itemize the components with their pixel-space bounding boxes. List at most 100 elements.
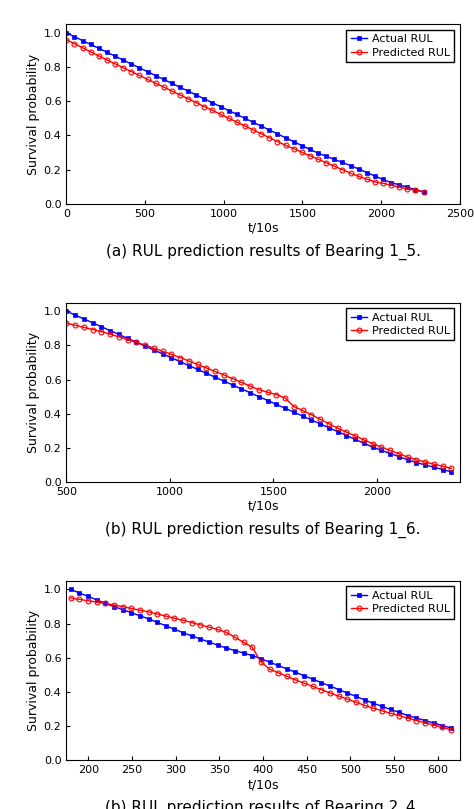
Actual RUL: [414, 714, 419, 723]
Actual RUL: [315, 148, 321, 158]
Predicted RUL: [232, 633, 238, 642]
Predicted RUL: [104, 55, 110, 65]
Predicted RUL: [339, 165, 345, 175]
Actual RUL: [96, 44, 102, 53]
Actual RUL: [88, 40, 93, 49]
Actual RUL: [155, 617, 160, 627]
Predicted RUL: [218, 109, 223, 119]
Actual RUL: [226, 106, 232, 116]
Predicted RUL: [404, 184, 410, 193]
Actual RUL: [72, 32, 77, 41]
Actual RUL: [76, 588, 82, 598]
Predicted RUL: [356, 172, 362, 181]
Actual RUL: [388, 705, 393, 714]
Predicted RUL: [155, 609, 160, 619]
Actual RUL: [273, 400, 279, 409]
Actual RUL: [163, 621, 169, 631]
Actual RUL: [414, 458, 419, 468]
Actual RUL: [137, 611, 143, 621]
Predicted RUL: [345, 694, 350, 704]
Predicted RUL: [145, 74, 150, 84]
Actual RUL: [307, 145, 313, 155]
Actual RUL: [128, 59, 134, 69]
Actual RUL: [160, 349, 165, 358]
Predicted RUL: [422, 718, 428, 727]
Predicted RUL: [128, 604, 134, 613]
Predicted RUL: [379, 443, 384, 452]
Actual RUL: [336, 684, 342, 694]
Predicted RUL: [413, 185, 419, 195]
Predicted RUL: [266, 133, 272, 142]
Actual RUL: [274, 129, 280, 138]
Actual RUL: [318, 419, 323, 429]
Y-axis label: Survival probability: Survival probability: [27, 332, 40, 453]
Actual RUL: [449, 467, 455, 477]
Actual RUL: [64, 307, 69, 316]
Predicted RUL: [275, 668, 281, 678]
Actual RUL: [180, 628, 186, 637]
Predicted RUL: [405, 452, 410, 462]
Actual RUL: [291, 408, 297, 417]
Predicted RUL: [125, 335, 130, 345]
Line: Actual RUL: Actual RUL: [64, 31, 426, 194]
Y-axis label: Survival probability: Survival probability: [27, 610, 40, 731]
Actual RUL: [291, 137, 297, 146]
Predicted RUL: [431, 460, 437, 469]
Actual RUL: [195, 365, 201, 375]
Actual RUL: [339, 158, 345, 167]
Predicted RUL: [163, 612, 169, 621]
Predicted RUL: [201, 102, 207, 112]
Predicted RUL: [151, 343, 157, 353]
Actual RUL: [120, 605, 126, 615]
Predicted RUL: [72, 39, 77, 49]
Actual RUL: [169, 78, 175, 88]
Actual RUL: [404, 182, 410, 192]
Actual RUL: [256, 392, 262, 401]
Predicted RUL: [370, 703, 376, 713]
Actual RUL: [203, 368, 209, 378]
Actual RUL: [186, 361, 192, 371]
Predicted RUL: [99, 327, 104, 337]
Actual RUL: [301, 671, 307, 680]
Actual RUL: [102, 599, 108, 608]
Predicted RUL: [388, 709, 393, 718]
Actual RUL: [161, 74, 167, 84]
Predicted RUL: [189, 618, 195, 628]
Actual RUL: [439, 721, 445, 731]
Actual RUL: [64, 28, 69, 38]
Actual RUL: [362, 695, 367, 705]
Actual RUL: [72, 310, 78, 320]
Predicted RUL: [81, 323, 87, 332]
Legend: Actual RUL, Predicted RUL: Actual RUL, Predicted RUL: [346, 308, 454, 341]
Actual RUL: [405, 710, 410, 720]
Predicted RUL: [107, 329, 113, 339]
Actual RUL: [238, 384, 244, 394]
Predicted RUL: [347, 168, 353, 178]
Predicted RUL: [300, 405, 306, 415]
Predicted RUL: [161, 83, 167, 92]
Actual RUL: [177, 83, 183, 92]
Predicted RUL: [449, 464, 455, 473]
Actual RUL: [275, 661, 281, 671]
Predicted RUL: [195, 360, 201, 370]
Predicted RUL: [186, 356, 192, 366]
Predicted RUL: [422, 457, 428, 467]
Predicted RUL: [111, 600, 117, 610]
Predicted RUL: [370, 439, 375, 449]
Predicted RUL: [180, 616, 186, 625]
Predicted RUL: [379, 706, 385, 716]
Predicted RUL: [198, 620, 203, 629]
Actual RUL: [258, 121, 264, 131]
Predicted RUL: [102, 599, 108, 608]
Predicted RUL: [212, 366, 218, 376]
Actual RUL: [422, 460, 428, 470]
Predicted RUL: [250, 125, 256, 135]
Text: (a) RUL prediction results of Bearing 1_5.: (a) RUL prediction results of Bearing 1_…: [106, 244, 420, 260]
Actual RUL: [201, 94, 207, 104]
Actual RUL: [80, 36, 85, 45]
Actual RUL: [68, 585, 73, 595]
Predicted RUL: [238, 378, 244, 388]
Predicted RUL: [352, 431, 358, 441]
Actual RUL: [242, 113, 248, 123]
Predicted RUL: [396, 182, 402, 192]
